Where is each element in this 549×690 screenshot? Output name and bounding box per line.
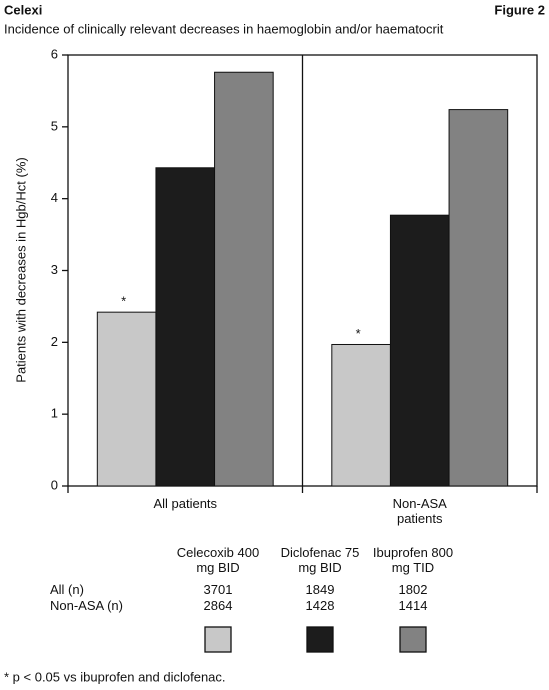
sample-size: 3701: [203, 582, 233, 597]
row-label: Non-ASA (n): [50, 598, 123, 613]
legend-label: Diclofenac 75 mg BID: [280, 545, 360, 575]
x-tick-label: Non-ASA patients: [392, 496, 447, 526]
sample-size: 1428: [305, 598, 335, 613]
row-label: All (n): [50, 582, 84, 597]
sample-size: 2864: [203, 598, 233, 613]
sample-size: 1849: [305, 582, 335, 597]
y-tick-label: 2: [51, 334, 58, 349]
chart-subtitle: Incidence of clinically relevant decreas…: [4, 21, 444, 36]
x-tick-label: All patients: [153, 496, 218, 511]
y-tick-label: 3: [51, 262, 58, 277]
significance-marker: *: [121, 294, 126, 309]
bar: [214, 71, 274, 487]
y-tick-label: 1: [51, 406, 58, 421]
legend-swatch: [204, 626, 232, 653]
legend-label: Ibuprofen 800 mg TID: [372, 545, 454, 575]
y-tick-label: 0: [51, 477, 58, 492]
legend-swatch: [399, 626, 427, 653]
legend-swatch: [306, 626, 334, 653]
sample-size: 1802: [398, 582, 428, 597]
bar: [96, 311, 157, 487]
legend-label: Celecoxib 400 mg BID: [176, 545, 260, 575]
bar: [389, 214, 450, 487]
footnote: * p < 0.05 vs ibuprofen and diclofenac.: [4, 669, 226, 684]
bar: [331, 343, 391, 487]
significance-marker: *: [356, 326, 361, 341]
y-tick-label: 6: [51, 46, 58, 61]
bar: [155, 167, 216, 487]
chart-title: Celexi: [4, 2, 42, 17]
sample-size: 1414: [398, 598, 428, 613]
y-tick-label: 4: [51, 190, 58, 205]
figure-label: Figure 2: [494, 2, 545, 17]
bar: [448, 109, 509, 487]
y-tick-label: 5: [51, 118, 58, 133]
y-axis-label: Patients with decreases in Hgb/Hct (%): [13, 157, 28, 382]
